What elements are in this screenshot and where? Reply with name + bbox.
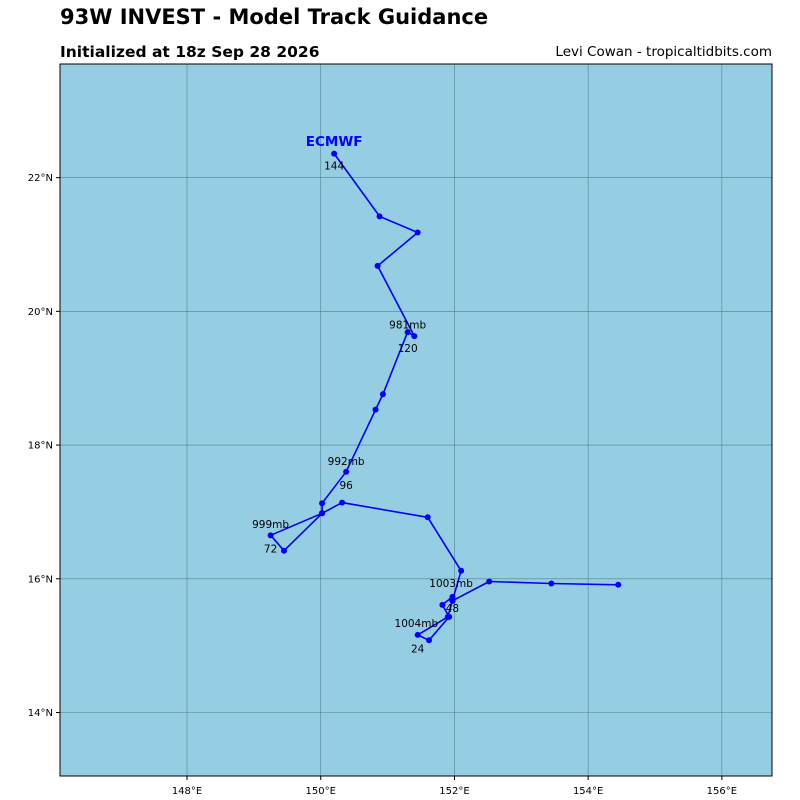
track-point [319,500,326,507]
lat-tick-label: 22°N [28,173,53,184]
track-point [439,601,446,608]
track-point [331,150,338,157]
track-point [411,333,418,340]
lat-tick-label: 20°N [28,307,53,318]
ecmwf-track [267,150,622,644]
track-point [343,468,350,475]
track-point [426,637,433,644]
track-annotation: 72 [264,544,277,556]
track-annotation: 1004mb [395,618,439,630]
track-point [449,597,456,604]
lon-tick-label: 148°E [172,786,202,797]
track-point [615,581,622,588]
track-point [280,547,287,554]
track-line [269,153,619,642]
credit-text: Levi Cowan - tropicaltidbits.com [555,44,772,60]
chart-title: 93W INVEST - Model Track Guidance [60,5,489,29]
track-point [458,567,465,574]
axis-ticks: 148°E 150°E 152°E 154°E 156°E 14°N 16°N 18°N 20°… [28,173,737,797]
lat-lon-grid [60,64,772,776]
lon-tick-label: 156°E [707,786,737,797]
init-subtitle: Initialized at 18z Sep 28 2026 [60,43,320,61]
lat-tick-label: 16°N [28,574,53,585]
lon-tick-label: 154°E [573,786,603,797]
track-point [374,262,381,269]
track-point [376,213,383,220]
track-annotation: 1003mb [429,578,473,590]
track-point [486,578,493,585]
track-point [339,499,346,506]
track-annotation: 981mb [389,320,426,332]
track-point [414,631,421,638]
track-point [372,406,379,413]
track-point [548,580,555,587]
lon-tick-label: 152°E [439,786,469,797]
lon-tick-label: 150°E [306,786,336,797]
track-annotation: 120 [398,343,418,355]
track-annotation: 48 [446,603,459,615]
lat-tick-label: 14°N [28,708,53,719]
model-name-label: ECMWF [306,134,363,150]
track-annotation: 999mb [252,519,289,531]
track-point [267,532,274,539]
track-point [414,229,421,236]
track-annotations: 1003mb 48 1004mb 24 999mb 72 992mb 96 981mb 120 14… [252,134,473,655]
lat-tick-label: 18°N [28,441,53,452]
track-annotation: 992mb [328,456,365,468]
map-frame [59,63,773,777]
track-annotation: 24 [411,643,425,655]
track-point [404,329,411,336]
ocean-background [60,64,772,776]
track-point [379,391,386,398]
track-point [424,514,431,521]
track-point [444,613,451,620]
track-point [319,510,326,517]
track-annotation: 144 [324,161,344,173]
track-annotation: 96 [339,480,353,492]
